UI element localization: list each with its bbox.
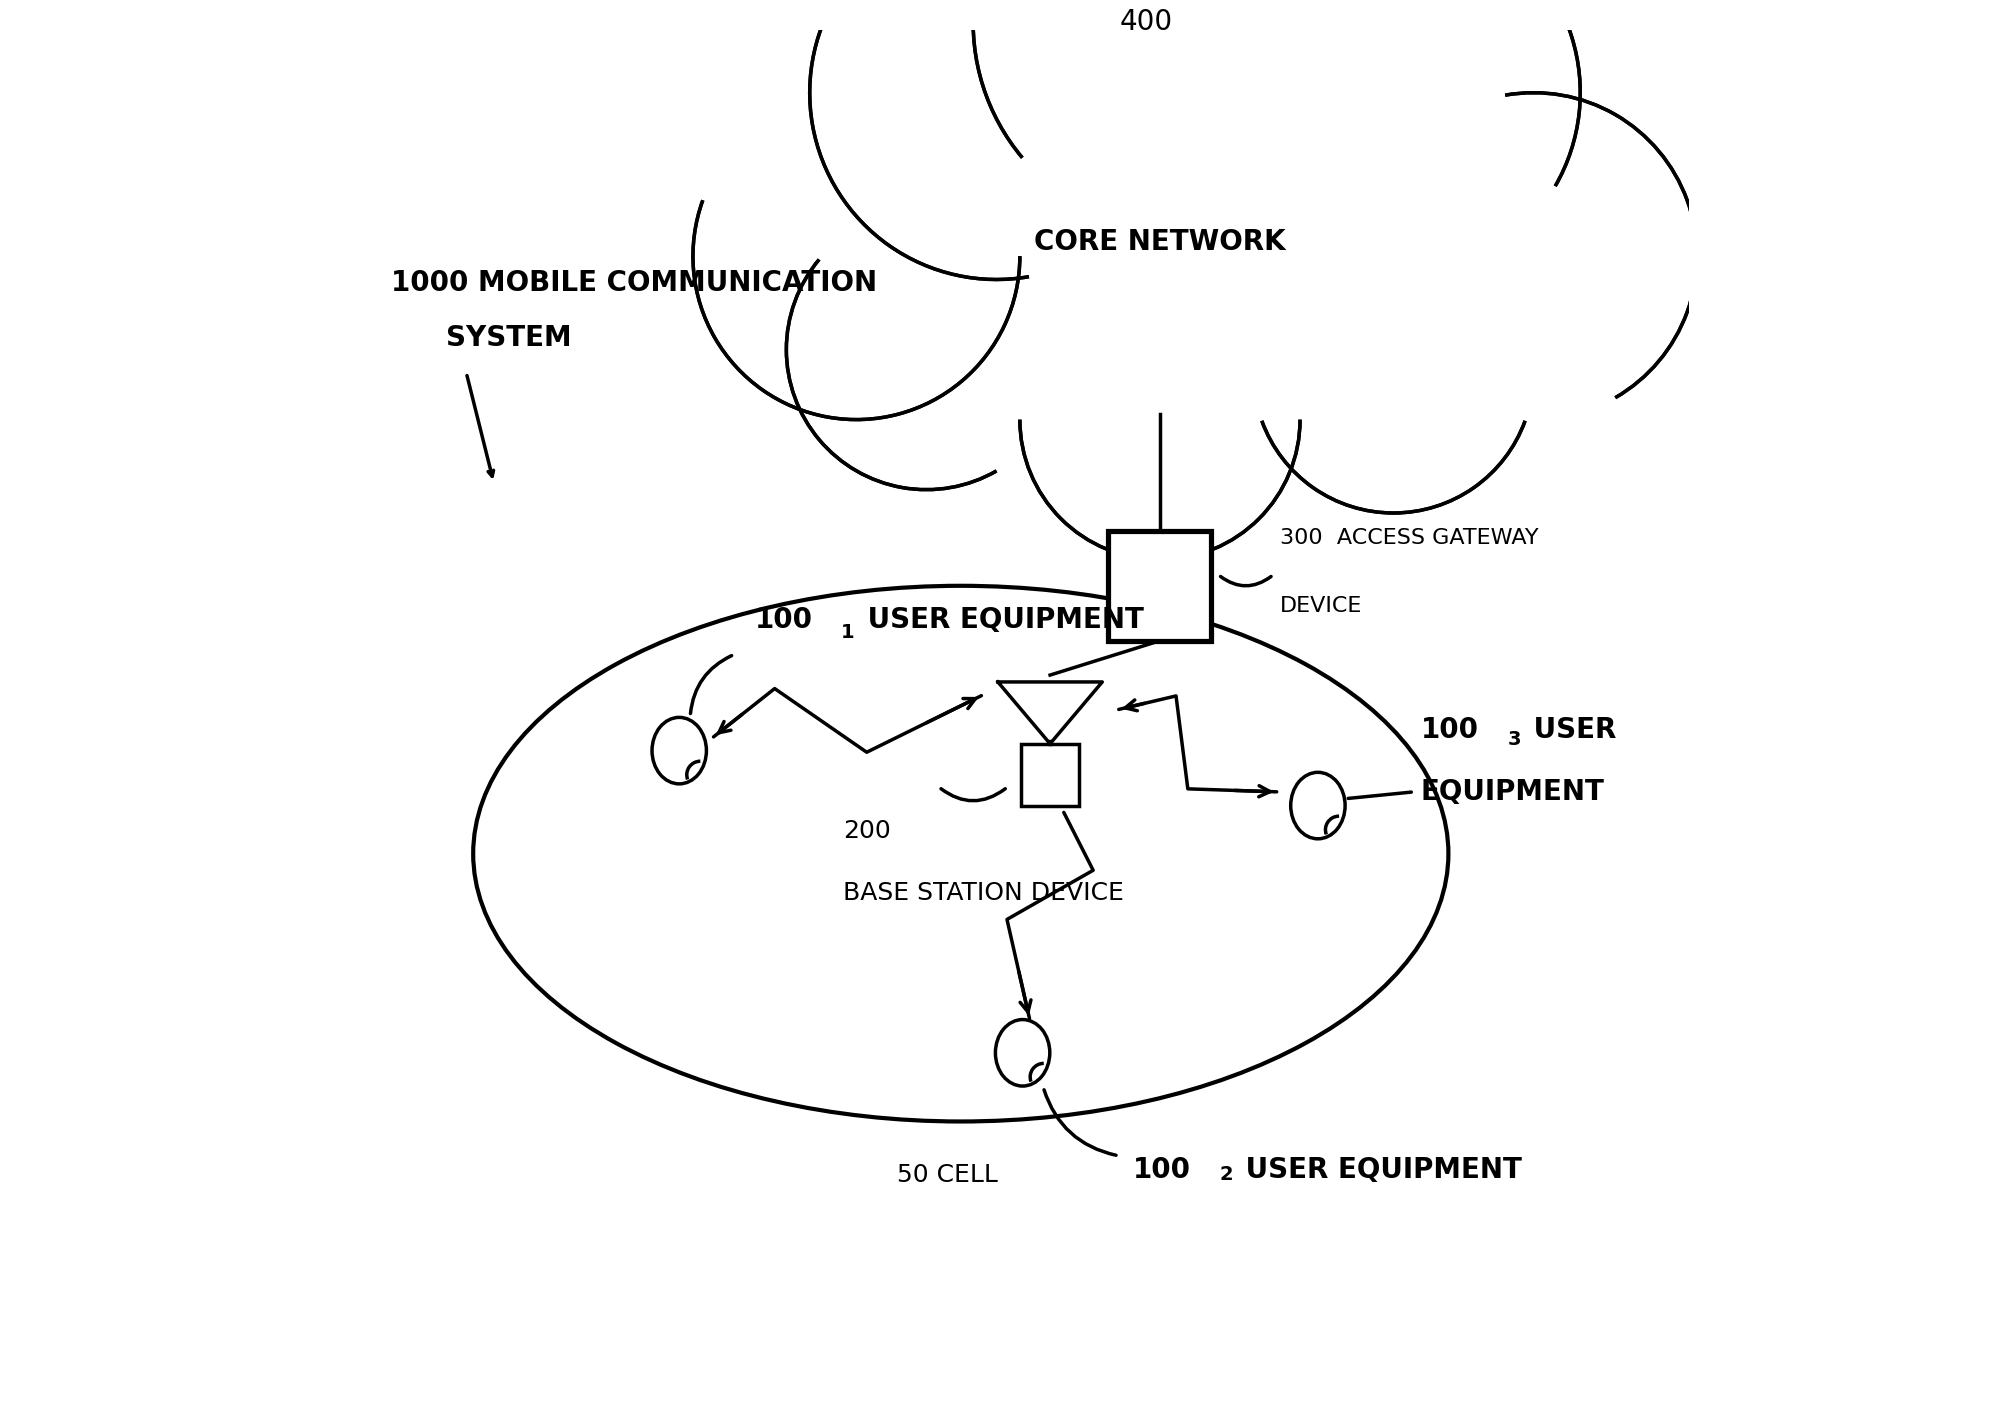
Text: 1: 1 bbox=[842, 623, 856, 642]
Text: USER EQUIPMENT: USER EQUIPMENT bbox=[858, 606, 1144, 634]
Circle shape bbox=[1252, 233, 1533, 513]
Text: 100: 100 bbox=[756, 606, 814, 634]
Text: 3: 3 bbox=[1507, 730, 1521, 749]
Circle shape bbox=[1206, 0, 1581, 279]
Text: USER: USER bbox=[1523, 716, 1617, 744]
Text: BASE STATION DEVICE: BASE STATION DEVICE bbox=[842, 881, 1124, 905]
Circle shape bbox=[1020, 279, 1301, 560]
Text: 2: 2 bbox=[1218, 1166, 1232, 1184]
Text: 100: 100 bbox=[1132, 1156, 1190, 1184]
Circle shape bbox=[1371, 93, 1697, 420]
Circle shape bbox=[693, 93, 1020, 420]
Text: SYSTEM: SYSTEM bbox=[445, 324, 571, 352]
Text: EQUIPMENT: EQUIPMENT bbox=[1421, 778, 1605, 807]
Text: DEVICE: DEVICE bbox=[1281, 596, 1363, 616]
Bar bbox=[1022, 743, 1078, 805]
Circle shape bbox=[974, 0, 1393, 233]
Circle shape bbox=[786, 210, 1066, 489]
Text: CORE NETWORK: CORE NETWORK bbox=[1034, 228, 1287, 257]
Polygon shape bbox=[998, 682, 1102, 743]
Text: 100: 100 bbox=[1421, 716, 1479, 744]
Circle shape bbox=[810, 0, 1182, 279]
Text: 50 CELL: 50 CELL bbox=[896, 1163, 998, 1187]
Text: 200: 200 bbox=[842, 819, 890, 843]
Text: USER EQUIPMENT: USER EQUIPMENT bbox=[1236, 1156, 1521, 1184]
Text: 1000 MOBILE COMMUNICATION: 1000 MOBILE COMMUNICATION bbox=[391, 269, 878, 298]
Text: 400: 400 bbox=[1120, 8, 1172, 37]
Text: 300  ACCESS GATEWAY: 300 ACCESS GATEWAY bbox=[1281, 527, 1539, 547]
Bar bbox=[1108, 530, 1212, 640]
